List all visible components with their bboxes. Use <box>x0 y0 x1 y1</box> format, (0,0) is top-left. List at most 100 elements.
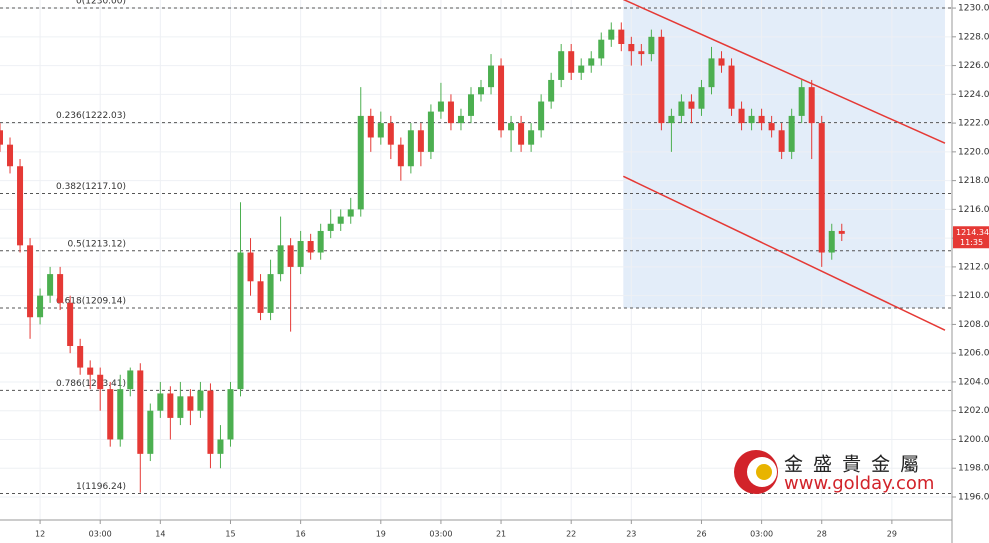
last-price-time: 11:35 <box>960 238 983 247</box>
candle-body <box>7 144 14 167</box>
candle-body <box>768 123 775 131</box>
y-tick-label: 1216.00 <box>958 205 989 215</box>
y-tick-label: 1226.00 <box>958 61 989 71</box>
x-tick-label: 22 <box>566 530 576 539</box>
x-tick-label: 14 <box>155 530 165 539</box>
candle-body <box>257 281 264 313</box>
candle-body <box>728 65 735 109</box>
candle-body <box>57 274 64 303</box>
trend-line <box>623 0 946 144</box>
candle-body <box>447 101 454 124</box>
candle-body <box>387 123 394 145</box>
candle-body <box>508 123 515 131</box>
y-tick-label: 1218.00 <box>958 176 989 186</box>
y-tick-label: 1212.00 <box>958 262 989 272</box>
y-tick-label: 1204.00 <box>958 377 989 387</box>
candle-body <box>317 230 324 253</box>
fib-label: 0.5(1213.12) <box>67 239 126 249</box>
candle-body <box>548 79 555 102</box>
candle-body <box>698 87 705 109</box>
candle-body <box>367 115 374 138</box>
x-tick-label: 19 <box>376 530 386 539</box>
x-tick-label: 21 <box>496 530 506 539</box>
candle-body <box>247 252 254 282</box>
x-tick-label: 12 <box>35 530 45 539</box>
candle-body <box>307 241 314 253</box>
y-tick-label: 1198.00 <box>958 464 989 474</box>
candle-body <box>788 115 795 152</box>
candle-body <box>598 39 605 59</box>
candle-body <box>217 439 224 454</box>
candle-body <box>538 101 545 131</box>
candle-body <box>488 65 495 88</box>
y-tick-label: 1210.00 <box>958 291 989 301</box>
candle-body <box>197 390 204 411</box>
x-tick-label: 29 <box>887 530 897 539</box>
candle-body <box>87 367 94 375</box>
last-price-label: 1214.34 <box>956 228 989 237</box>
candle-body <box>437 101 444 112</box>
candle-body <box>237 252 244 390</box>
x-tick-label: 28 <box>817 530 827 539</box>
x-tick-label: 03:00 <box>750 530 773 539</box>
candle-body <box>227 389 234 440</box>
candle-body <box>107 389 114 440</box>
watermark-url: www.golday.com <box>784 473 934 494</box>
candle-body <box>818 123 825 253</box>
fib-label: 0.236(1222.03) <box>56 111 126 121</box>
candle-body <box>357 115 364 210</box>
candle-body <box>568 51 575 73</box>
fib-label: 0.786(1203.41) <box>56 379 126 389</box>
fib-label: 1(1196.24) <box>76 482 126 492</box>
x-tick-label: 15 <box>225 530 235 539</box>
candle-body <box>518 123 525 145</box>
candle-body <box>287 245 294 267</box>
y-tick-label: 1208.00 <box>958 320 989 330</box>
candle-body <box>67 302 74 346</box>
candle-body <box>177 396 184 418</box>
y-tick-label: 1196.00 <box>958 492 989 502</box>
candle-body <box>798 87 805 116</box>
candle-body <box>708 58 715 88</box>
candle-body <box>457 115 464 124</box>
candle-body <box>638 51 645 55</box>
candle-body <box>0 130 4 145</box>
x-tick-label: 26 <box>696 530 706 539</box>
candle-body <box>578 65 585 73</box>
candle-body <box>207 390 214 454</box>
candle-body <box>678 101 685 116</box>
trend-line <box>622 175 946 331</box>
y-tick-label: 1200.00 <box>958 435 989 445</box>
logo-coin <box>756 464 772 480</box>
candle-body <box>658 36 665 124</box>
candle-body <box>147 410 154 454</box>
fib-label: 0.618(1209.14) <box>56 297 126 307</box>
candle-body <box>97 374 104 390</box>
candle-body <box>187 396 194 411</box>
candle-body <box>838 230 845 234</box>
watermark: 金 盛 貴 金 屬 www.golday.com <box>734 450 934 494</box>
candle-body <box>407 130 414 167</box>
candle-body <box>337 216 344 224</box>
x-tick-label: 16 <box>296 530 306 539</box>
candle-body <box>588 58 595 66</box>
candle-body <box>127 370 134 390</box>
x-tick-label: 03:00 <box>89 530 112 539</box>
candle-body <box>478 87 485 95</box>
candle-body <box>77 345 84 368</box>
candle-body <box>27 245 34 318</box>
candle-body <box>157 393 164 411</box>
candle-body <box>267 274 274 313</box>
candle-body <box>528 130 535 145</box>
candle-body <box>377 123 384 138</box>
candle-body <box>167 393 174 418</box>
candle-body <box>558 51 565 80</box>
candle-body <box>137 370 144 454</box>
candle-body <box>427 111 434 152</box>
candle-body <box>758 115 765 124</box>
watermark-name: 金 盛 貴 金 屬 <box>784 454 921 476</box>
candle-body <box>778 130 785 152</box>
candle-body <box>628 44 635 52</box>
candle-body <box>327 223 334 231</box>
